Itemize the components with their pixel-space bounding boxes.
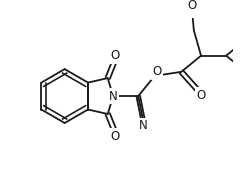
Text: N: N [139, 119, 148, 132]
Text: O: O [153, 65, 162, 78]
Text: O: O [110, 130, 120, 143]
Text: N: N [109, 90, 118, 102]
Text: O: O [187, 0, 197, 12]
Text: O: O [110, 49, 120, 62]
Text: O: O [197, 89, 206, 102]
